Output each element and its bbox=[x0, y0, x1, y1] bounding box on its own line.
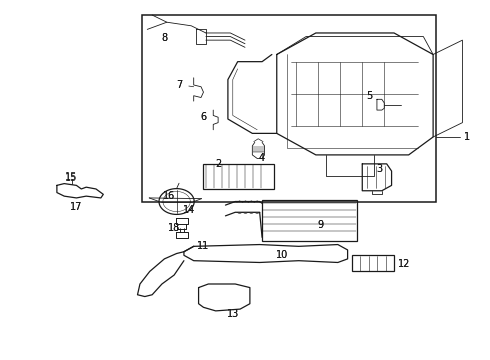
Text: 14: 14 bbox=[183, 206, 195, 216]
Text: 4: 4 bbox=[259, 153, 265, 163]
Text: 15: 15 bbox=[65, 173, 78, 183]
Text: 14: 14 bbox=[183, 206, 195, 216]
Text: 16: 16 bbox=[163, 191, 175, 201]
Text: 3: 3 bbox=[376, 164, 382, 174]
Text: 8: 8 bbox=[161, 33, 168, 43]
Text: 2: 2 bbox=[215, 159, 221, 169]
Text: 10: 10 bbox=[275, 250, 288, 260]
Text: 10: 10 bbox=[275, 250, 288, 260]
Text: 2: 2 bbox=[215, 159, 221, 169]
Text: 9: 9 bbox=[318, 220, 324, 230]
Bar bbox=[203, 164, 274, 189]
Text: 18: 18 bbox=[168, 224, 180, 233]
Text: 12: 12 bbox=[397, 259, 410, 269]
Text: 7: 7 bbox=[176, 80, 182, 90]
Text: 11: 11 bbox=[197, 241, 210, 251]
Text: 3: 3 bbox=[376, 164, 382, 174]
Text: 17: 17 bbox=[70, 202, 83, 212]
Text: 17: 17 bbox=[70, 202, 83, 212]
Text: 6: 6 bbox=[200, 112, 206, 122]
Bar bbox=[143, 15, 436, 202]
Text: 5: 5 bbox=[367, 91, 373, 101]
Text: 13: 13 bbox=[227, 310, 239, 319]
Text: 1: 1 bbox=[464, 132, 470, 142]
Text: 7: 7 bbox=[176, 80, 182, 90]
Text: 16: 16 bbox=[163, 191, 175, 201]
Text: 11: 11 bbox=[197, 241, 210, 251]
Text: 18: 18 bbox=[168, 224, 180, 233]
Text: 13: 13 bbox=[227, 310, 239, 319]
Text: 15: 15 bbox=[65, 172, 78, 182]
Bar bbox=[352, 255, 394, 271]
Text: 12: 12 bbox=[397, 259, 410, 269]
Text: 4: 4 bbox=[259, 153, 265, 163]
Text: 1: 1 bbox=[464, 132, 470, 142]
Text: 6: 6 bbox=[200, 112, 206, 122]
Text: 9: 9 bbox=[318, 220, 324, 230]
Text: 8: 8 bbox=[161, 33, 168, 43]
Text: 5: 5 bbox=[367, 91, 373, 101]
Bar bbox=[262, 200, 357, 241]
